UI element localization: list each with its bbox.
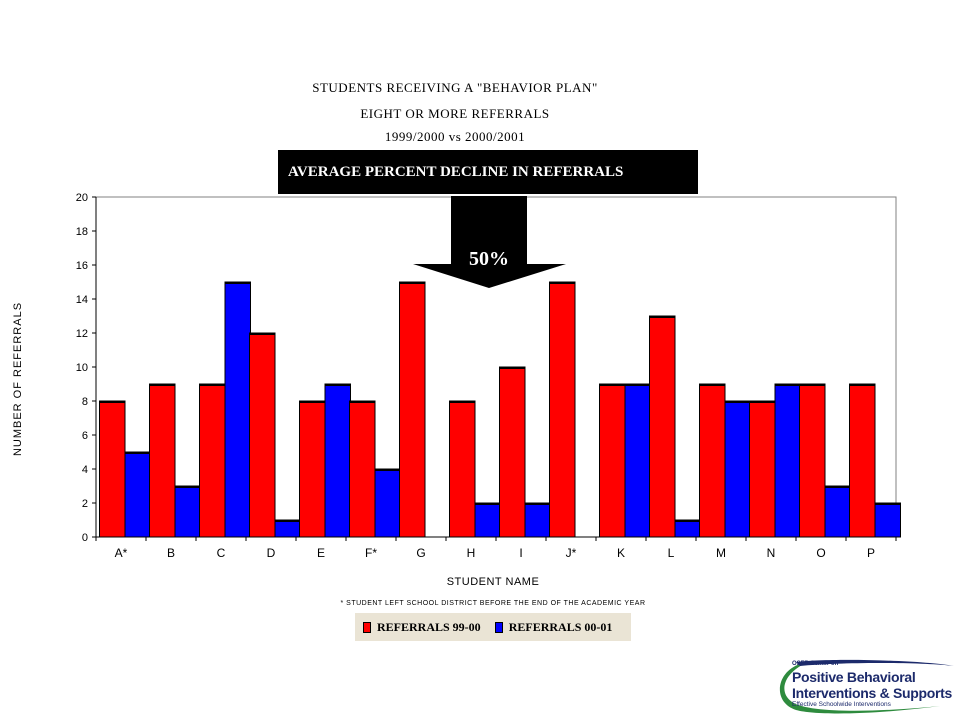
chart-title-line-1: STUDENTS RECEIVING A "BEHAVIOR PLAN" — [312, 80, 598, 95]
legend-item-series-2: REFERRALS 00-01 — [494, 619, 613, 635]
bar-referrals-00-01 — [724, 400, 751, 538]
x-tick-label: M — [716, 546, 726, 560]
chart-legend: REFERRALS 99-00 REFERRALS 00-01 — [355, 613, 631, 641]
x-tick-label: G — [416, 546, 425, 560]
y-tick-label: 4 — [82, 464, 88, 476]
logo-line-3: Interventions & Supports — [792, 685, 953, 701]
footnote: * STUDENT LEFT SCHOOL DISTRICT BEFORE TH… — [340, 600, 646, 607]
y-tick-label: 16 — [76, 260, 88, 272]
x-tick-label: P — [867, 546, 875, 560]
bar-referrals-99-00 — [749, 400, 776, 538]
legend-item-series-1: REFERRALS 99-00 — [363, 620, 481, 635]
x-axis-title: STUDENT NAME — [446, 576, 540, 588]
down-arrow-icon — [413, 196, 566, 288]
bar-referrals-99-00 — [399, 281, 426, 538]
bar-referrals-00-01 — [774, 383, 801, 538]
legend-label-series-1: REFERRALS 99-00 — [377, 619, 481, 634]
chart-title-line-2: EIGHT OR MORE REFERRALS — [360, 106, 550, 121]
bar-referrals-00-01 — [824, 485, 851, 538]
x-tick-label: I — [519, 546, 522, 560]
decline-percent-callout: 50% — [469, 248, 509, 270]
bar-referrals-00-01 — [874, 502, 901, 538]
average-decline-banner: AVERAGE PERCENT DECLINE IN REFERRALS — [278, 150, 698, 194]
bar-referrals-99-00 — [349, 400, 376, 538]
bar-referrals-00-01 — [524, 502, 551, 538]
x-tick-label: B — [167, 546, 175, 560]
x-tick-label: J* — [566, 546, 577, 560]
bar-referrals-99-00 — [649, 315, 676, 538]
x-tick-label: N — [767, 546, 776, 560]
x-tick-label: F* — [365, 546, 377, 560]
logo-line-4: Effective Schoolwide Interventions — [792, 701, 891, 708]
bar-referrals-99-00 — [249, 332, 276, 538]
legend-swatch-red — [363, 621, 371, 633]
logo-swoosh-icon — [779, 659, 954, 714]
y-tick-label: 2 — [82, 498, 88, 510]
bar-referrals-99-00 — [499, 366, 526, 538]
bar-referrals-99-00 — [449, 400, 476, 538]
logo-line-1: OSEP Center on — [792, 661, 839, 667]
pbis-logo: OSEP Center on Positive Behavioral Inter… — [770, 658, 956, 716]
bar-referrals-99-00 — [299, 400, 326, 538]
y-tick-label: 6 — [82, 430, 88, 442]
y-tick-label: 20 — [76, 192, 88, 204]
x-tick-label: H — [467, 546, 476, 560]
y-tick-label: 18 — [76, 226, 88, 238]
y-tick-label: 12 — [76, 328, 88, 340]
x-tick-label: K — [617, 546, 625, 560]
x-tick-label: L — [668, 546, 675, 560]
y-tick-label: 8 — [82, 396, 88, 408]
chart-title-line-3: 1999/2000 vs 2000/2001 — [384, 129, 526, 144]
legend-label-series-2: REFERRALS 00-01 — [508, 619, 613, 634]
y-tick-label: 0 — [82, 532, 88, 544]
y-axis-title: NUMBER OF REFERRALS — [12, 301, 24, 457]
x-tick-label: E — [317, 546, 325, 560]
bar-referrals-99-00 — [849, 383, 876, 538]
bar-referrals-00-01 — [124, 451, 151, 538]
bar-referrals-99-00 — [149, 383, 176, 538]
y-tick-label: 14 — [76, 294, 88, 306]
logo-line-2: Positive Behavioral — [792, 669, 916, 685]
y-tick-label: 10 — [76, 362, 88, 374]
bar-referrals-00-01 — [324, 383, 351, 538]
bar-referrals-00-01 — [624, 383, 651, 538]
x-tick-label: O — [816, 546, 825, 560]
x-tick-label: A* — [115, 546, 128, 560]
x-tick-label: D — [267, 546, 276, 560]
x-tick-label: C — [217, 546, 226, 560]
legend-swatch-blue — [494, 621, 503, 633]
